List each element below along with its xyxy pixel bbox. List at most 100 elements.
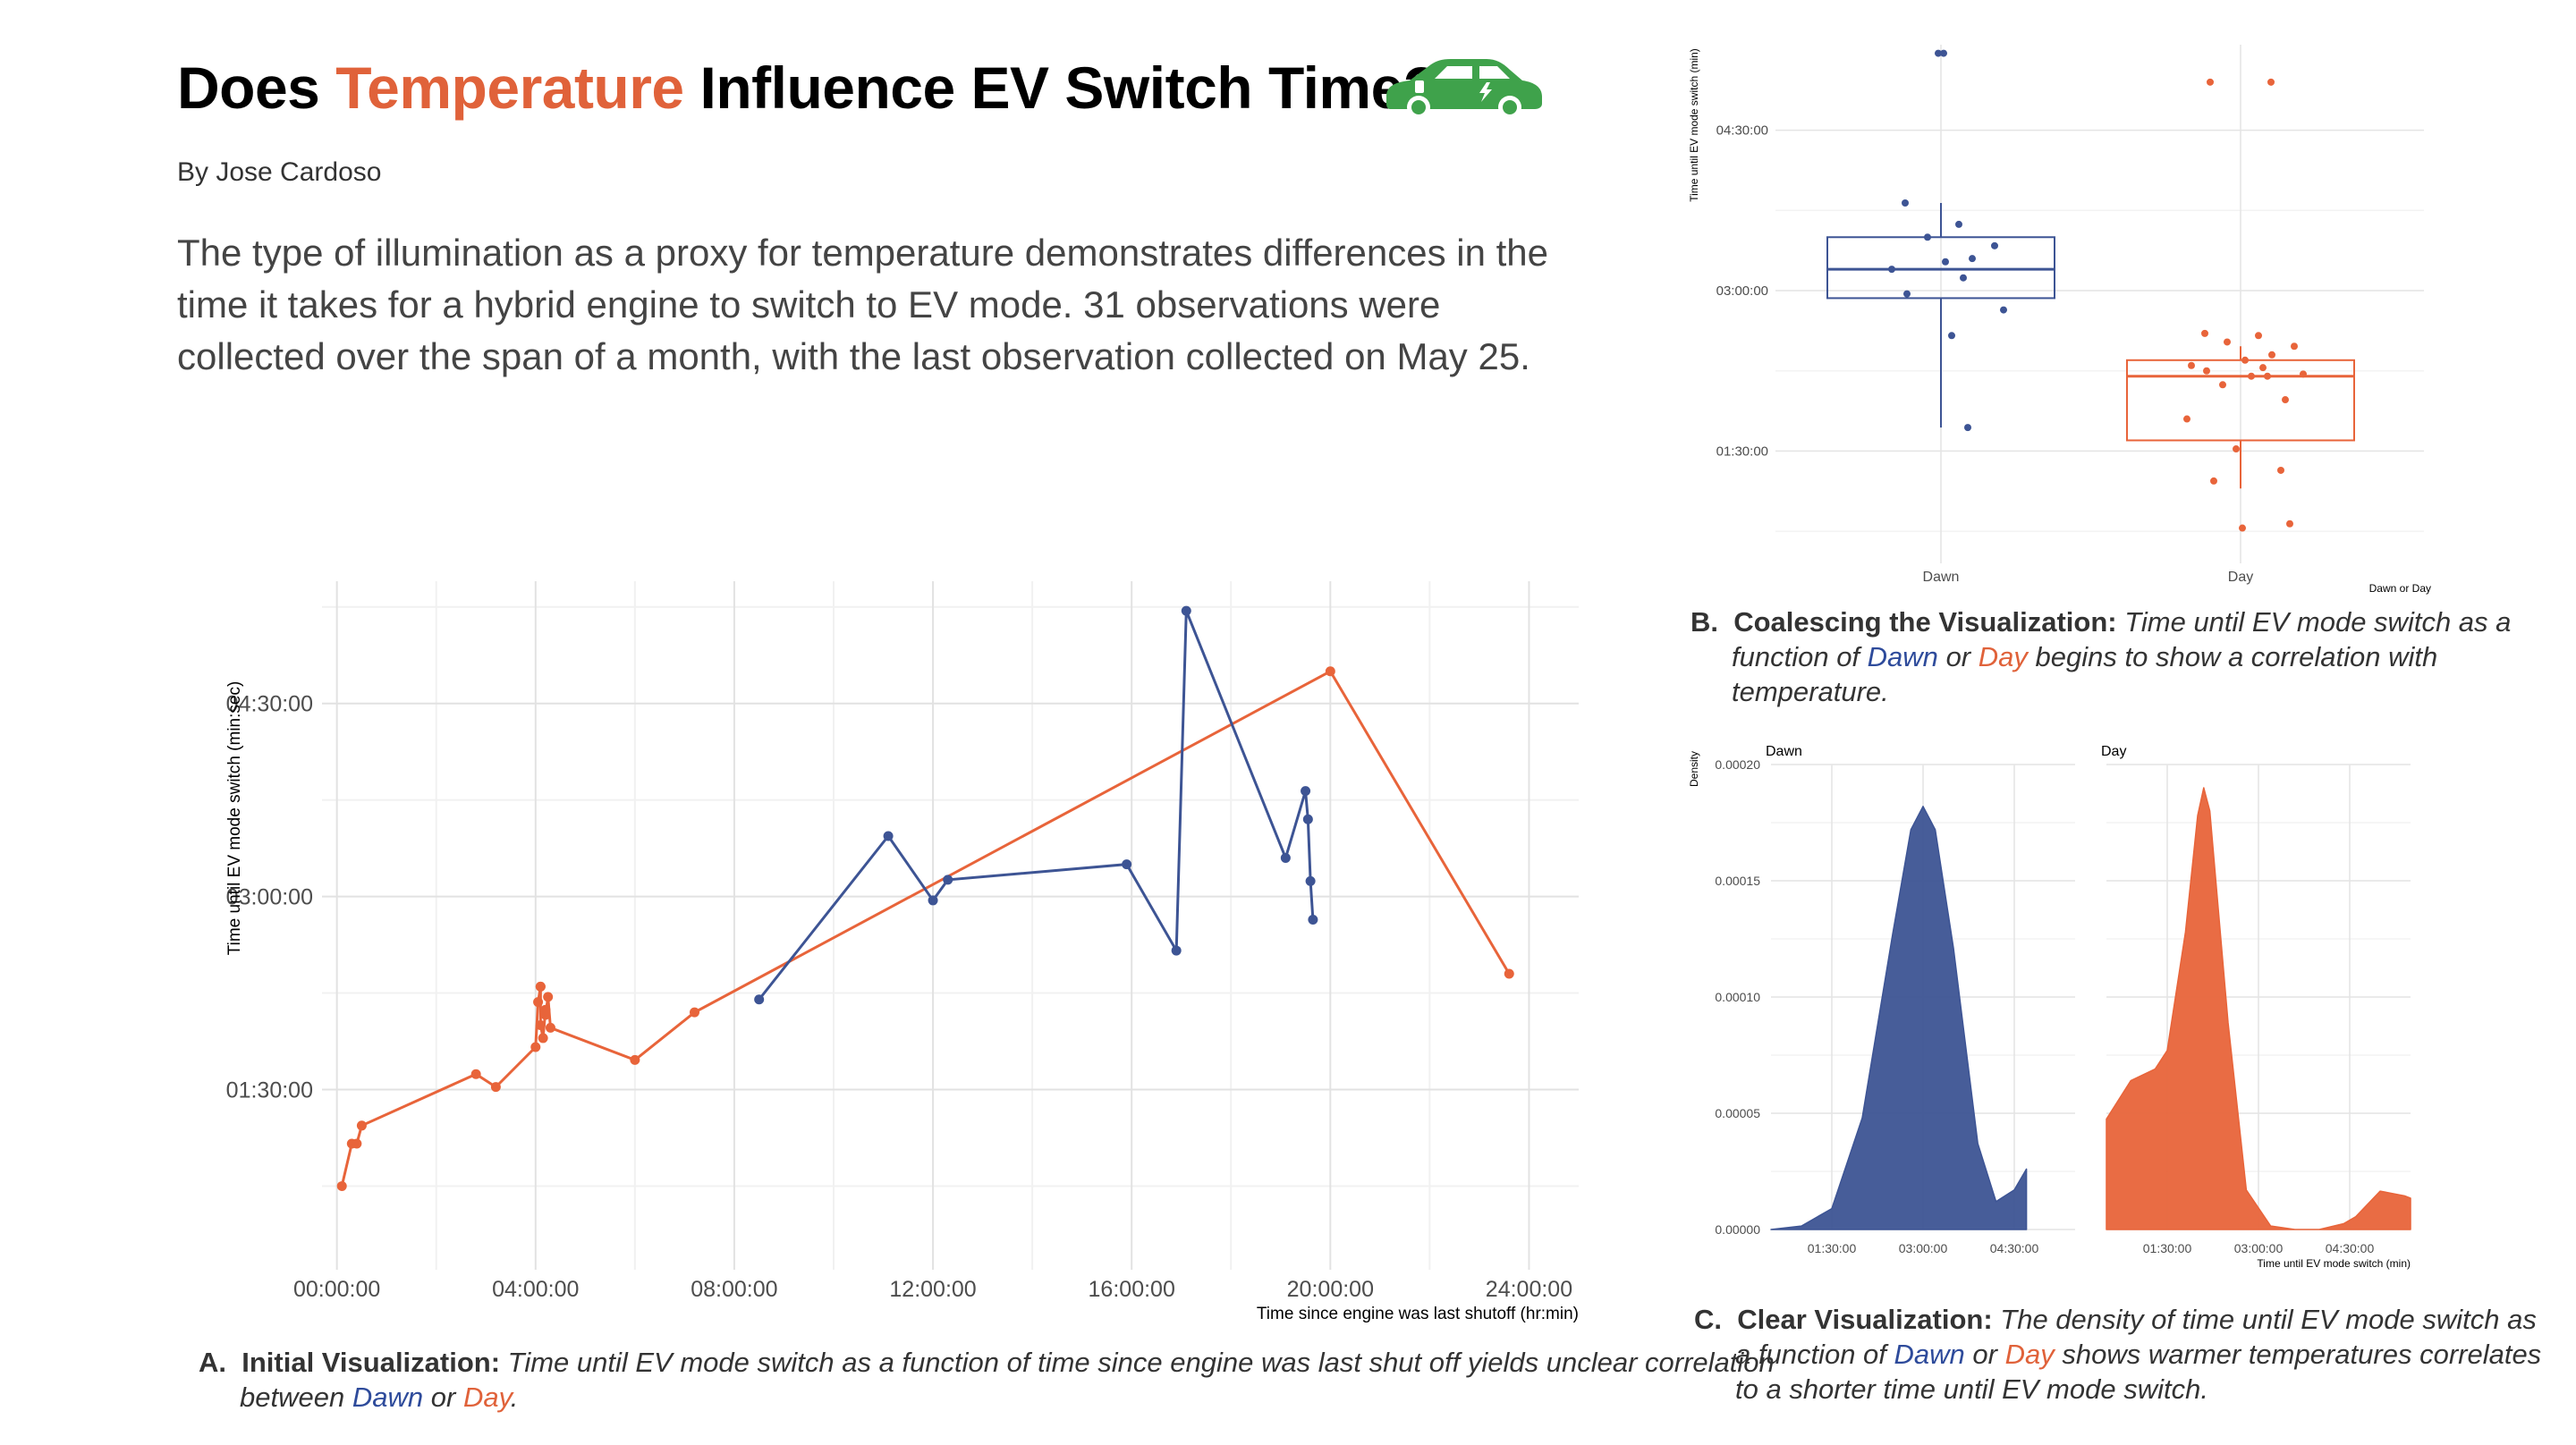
caption-a-marker: A. — [199, 1347, 226, 1378]
legend-title: Dawn or Day — [2369, 582, 2431, 595]
data-point-dawn — [883, 831, 894, 841]
caption-c-day: Day — [2004, 1339, 2055, 1370]
series-line-day — [340, 669, 1511, 1187]
y-tick-label: 04:30:00 — [1716, 123, 1768, 139]
x-tick-label: 24:00:00 — [1486, 1277, 1572, 1302]
jitter-point-day — [2248, 372, 2255, 380]
caption-b-label: Coalescing the Visualization: — [1733, 606, 2117, 638]
caption-c-desc3: shows warmer temperatures correlates — [2062, 1339, 2542, 1370]
caption-b-desc2: function of — [1732, 641, 1860, 672]
caption-c-label: Clear Visualization: — [1737, 1304, 1993, 1335]
jitter-point-day — [2259, 364, 2267, 372]
jitter-point-dawn — [1942, 258, 1949, 266]
outlier-day — [2207, 78, 2214, 86]
jitter-point-day — [2268, 351, 2275, 359]
x-tick-label: 03:00:00 — [1899, 1241, 1948, 1255]
y-tick-label: 01:30:00 — [1716, 444, 1768, 459]
caption-a-dawn: Dawn — [352, 1382, 424, 1413]
caption-c-or: or — [1972, 1339, 1997, 1370]
x-axis-label: Time until EV mode switch (min) — [2257, 1257, 2411, 1270]
data-point-dawn — [1181, 605, 1191, 616]
jitter-point-dawn — [2000, 306, 2007, 314]
data-point-day — [470, 1069, 481, 1079]
jitter-point-day — [2291, 342, 2298, 351]
jitter-point-dawn — [1888, 266, 1895, 274]
y-tick-label: 0.00020 — [1715, 757, 1760, 772]
data-point-dawn — [1171, 945, 1182, 956]
jitter-point-day — [2282, 396, 2289, 404]
caption-a-or: or — [430, 1382, 456, 1413]
jitter-point-day — [2210, 477, 2217, 485]
page-title: Does Temperature Influence EV Switch Tim… — [177, 52, 1439, 123]
jitter-point-day — [2255, 332, 2262, 340]
box-day — [2126, 359, 2355, 442]
x-tick-label: Day — [2228, 570, 2253, 585]
data-point-day — [545, 1022, 555, 1033]
caption-b-desc1: Time until EV mode switch as a — [2124, 606, 2512, 638]
data-point-day — [690, 1007, 700, 1018]
caption-a: A. Initial Visualization: Time until EV … — [199, 1345, 1775, 1425]
panel-label-dawn: Dawn — [1766, 744, 1802, 759]
series-line-dawn — [758, 610, 1315, 1001]
caption-c-desc4: to a shorter time until EV mode switch. — [1735, 1373, 2208, 1405]
jitter-point-day — [2286, 520, 2293, 528]
data-point-dawn — [928, 895, 938, 906]
ev-car-icon — [1386, 59, 1542, 119]
jitter-point-dawn — [1948, 332, 1955, 340]
data-point-day — [540, 1010, 551, 1020]
caption-b-desc3: begins to show a correlation with — [2035, 641, 2438, 672]
jitter-point-dawn — [1924, 233, 1931, 241]
caption-c-dawn: Dawn — [1894, 1339, 1965, 1370]
jitter-point-day — [2201, 329, 2208, 337]
data-point-day — [630, 1054, 640, 1065]
data-point-day — [1325, 666, 1335, 677]
y-tick-label: 0.00010 — [1715, 990, 1760, 1004]
data-point-day — [336, 1180, 347, 1191]
title-prefix: Does — [177, 55, 336, 121]
jitter-point-day — [2203, 367, 2210, 375]
panel-label-day: Day — [2101, 744, 2126, 759]
jitter-point-day — [2188, 361, 2195, 369]
title-accent: Temperature — [335, 55, 684, 121]
y-tick-label: 0.00000 — [1715, 1222, 1760, 1237]
lede-paragraph: The type of illumination as a proxy for … — [177, 232, 1549, 377]
data-point-day — [352, 1138, 362, 1149]
data-point-dawn — [1280, 852, 1291, 863]
x-tick-label: 12:00:00 — [889, 1277, 976, 1302]
y-axis-label: Density — [1688, 751, 1700, 787]
jitter-point-day — [2264, 372, 2271, 380]
jitter-point-dawn — [1969, 255, 1976, 263]
x-tick-label: 01:30:00 — [2143, 1241, 2192, 1255]
jitter-point-day — [2239, 524, 2246, 532]
y-tick-label: 04:30:00 — [226, 692, 313, 717]
y-axis-label: Time until EV mode switch (min:sec) — [225, 681, 244, 956]
data-point-day — [533, 997, 544, 1008]
y-axis-label: Time until EV mode switch (min) — [1688, 48, 1700, 202]
x-tick-label: 08:00:00 — [691, 1277, 777, 1302]
y-tick-label: 03:00:00 — [1716, 283, 1768, 299]
caption-b-dawn: Dawn — [1867, 641, 1938, 672]
chart-a: 00:00:00 04:00:00 08:00:00 12:00:00 16:00:00… — [225, 581, 1579, 1323]
caption-c-desc1: The density of time until EV mode switch… — [2000, 1304, 2537, 1335]
outlier-dawn — [1940, 49, 1947, 57]
x-tick-label: 03:00:00 — [2234, 1241, 2284, 1255]
caption-a-desc2: between — [240, 1382, 345, 1413]
caption-c: C. Clear Visualization: The density of t… — [1694, 1302, 2541, 1409]
jitter-point-day — [2183, 415, 2190, 423]
jitter-point-day — [2277, 466, 2284, 474]
caption-a-label: Initial Visualization: — [242, 1347, 501, 1378]
caption-a-desc1: Time until EV mode switch as a function … — [507, 1347, 1775, 1378]
data-point-day — [543, 992, 554, 1002]
x-tick-label: 04:30:00 — [1990, 1241, 2039, 1255]
jitter-point-dawn — [1991, 241, 1998, 249]
density-area-day — [2106, 787, 2411, 1230]
caption-b-day: Day — [1978, 641, 2028, 672]
x-tick-label: Dawn — [1923, 570, 1960, 585]
x-tick-label: 16:00:00 — [1089, 1277, 1175, 1302]
jitter-point-dawn — [1902, 199, 1909, 207]
caption-b-desc4: temperature. — [1732, 676, 1889, 707]
caption-b: B. Coalescing the Visualization: Time un… — [1690, 604, 2511, 712]
jitter-point-day — [2241, 356, 2249, 364]
outlier-day — [2267, 78, 2275, 86]
x-tick-label: 04:00:00 — [492, 1277, 579, 1302]
